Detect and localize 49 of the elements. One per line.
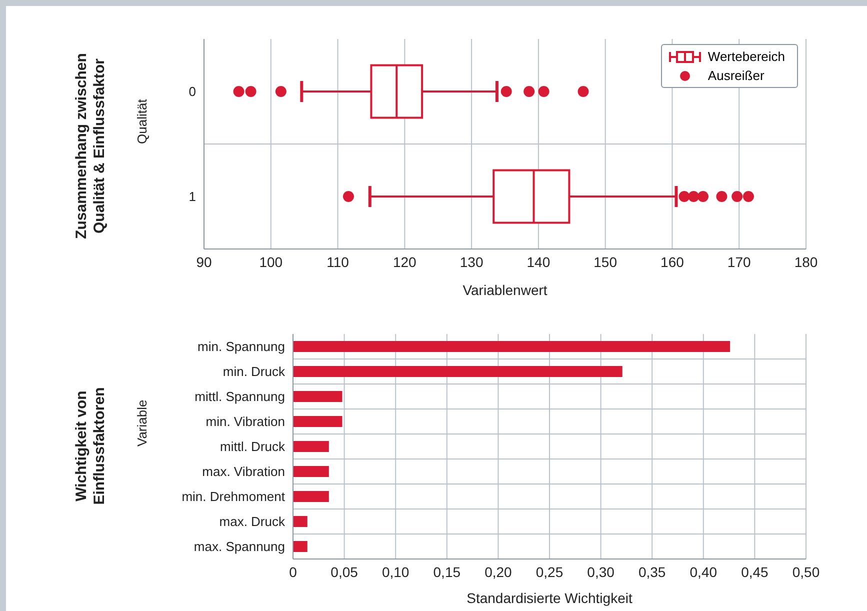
x-tick-label: 180 <box>794 254 818 270</box>
x-tick-label: 130 <box>460 254 484 270</box>
x-tick-label: 0,15 <box>433 564 461 580</box>
x-tick-label: 0,25 <box>536 564 564 580</box>
y-tick-label: mittl. Spannung <box>194 389 285 404</box>
y-tick-label: min. Druck <box>222 364 286 380</box>
bar <box>293 516 308 527</box>
y-tick-label: 0 <box>188 84 196 100</box>
x-tick-label: 0 <box>289 564 298 580</box>
x-tick-label: 100 <box>259 254 283 270</box>
bar <box>293 466 329 477</box>
x-tick-label: 0,50 <box>792 564 820 580</box>
y-tick-label: min. Spannung <box>198 339 285 354</box>
x-tick-label: 160 <box>660 254 684 270</box>
x-tick-label: 0,10 <box>382 564 410 580</box>
bar <box>293 366 622 377</box>
x-tick-label: 170 <box>727 254 752 270</box>
x-tick-label: 120 <box>392 254 417 270</box>
x-axis-title: Variablenwert <box>462 282 548 298</box>
y-tick-label: max. Spannung <box>194 539 285 554</box>
y-axis-title: Qualität <box>134 98 150 144</box>
legend-label: Wertebereich <box>708 49 785 64</box>
y-tick-label: mittl. Druck <box>220 439 286 454</box>
x-axis-title: Standardisierte Wichtigkeit <box>466 590 632 606</box>
x-tick-label: 0,20 <box>484 564 512 580</box>
bar <box>293 491 329 502</box>
x-tick-label: 150 <box>594 254 618 270</box>
text: Zusammenhang zwischen Qualität & Einflussfaktor <box>73 53 109 239</box>
x-tick-label: 140 <box>526 254 550 270</box>
y-tick-label: min. Drehmoment <box>182 489 286 504</box>
y-tick-label: max. Vibration <box>202 464 285 480</box>
y-tick-label: 1 <box>188 189 196 204</box>
bar <box>293 391 342 402</box>
x-tick-label: 0,45 <box>741 564 769 580</box>
y-tick-label: max. Druck <box>219 514 286 530</box>
x-tick-label: 90 <box>196 254 212 270</box>
text: Wichtigkeit von Einflussfaktoren <box>73 387 109 505</box>
bar <box>293 416 342 427</box>
bar <box>293 441 329 452</box>
y-axis-title: Variable <box>134 400 150 446</box>
bar <box>293 541 308 552</box>
legend-label: Ausreißer <box>708 68 764 83</box>
bar <box>293 341 730 352</box>
x-tick-label: 0,30 <box>587 564 615 580</box>
x-tick-label: 0,05 <box>330 564 358 580</box>
x-tick-label: 0,35 <box>638 564 666 580</box>
x-tick-label: 0,40 <box>690 564 718 580</box>
x-tick-label: 110 <box>326 254 350 270</box>
y-tick-label: min. Vibration <box>206 414 285 430</box>
